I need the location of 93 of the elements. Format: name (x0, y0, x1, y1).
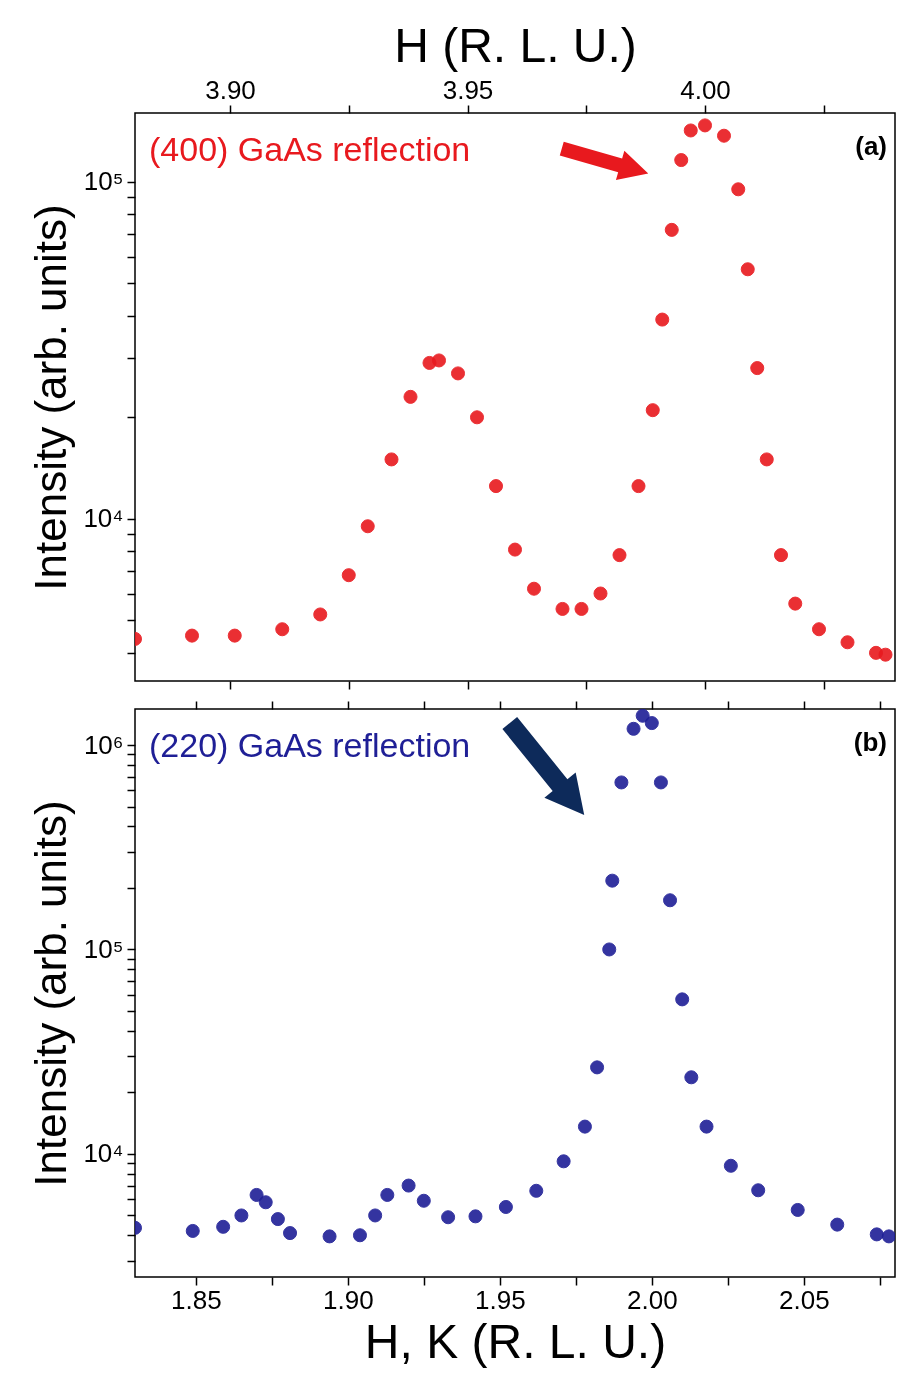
point (635, 709, 650, 723)
annotation: (a) (855, 131, 887, 161)
annotation: (400) GaAs reflection (149, 130, 471, 168)
point (740, 262, 755, 277)
point (614, 775, 629, 790)
point (468, 1209, 483, 1224)
point (683, 123, 698, 138)
point (697, 118, 713, 133)
y-tick-label: 10⁴ (83, 503, 124, 534)
point (507, 542, 523, 557)
point (605, 873, 620, 888)
point (368, 1208, 383, 1223)
point (773, 548, 789, 563)
point (526, 581, 542, 596)
point (612, 548, 627, 563)
point (574, 601, 589, 616)
point (360, 519, 375, 534)
point (790, 1202, 805, 1217)
point (380, 1187, 395, 1202)
point (234, 1208, 249, 1223)
point (878, 647, 893, 662)
point (664, 222, 679, 237)
point (716, 128, 732, 143)
point (249, 1187, 264, 1202)
point (750, 361, 765, 376)
point (275, 622, 290, 637)
point (869, 1227, 884, 1242)
point (759, 452, 774, 467)
point (283, 1226, 298, 1241)
point (751, 1183, 766, 1198)
point (684, 1070, 699, 1085)
point (416, 1193, 431, 1208)
point (644, 716, 659, 731)
point (498, 1199, 513, 1214)
point (663, 893, 678, 908)
point (723, 1158, 738, 1173)
point (441, 1210, 456, 1225)
point (184, 628, 200, 643)
x-axis-title: H (R. L. U.) (394, 18, 637, 72)
point (593, 586, 608, 601)
point (881, 1229, 895, 1244)
point (674, 153, 689, 168)
y-axis-title: Intensity (arb. units) (26, 204, 76, 591)
point (653, 775, 668, 790)
point (631, 479, 646, 494)
point (431, 353, 447, 368)
x-axis-title: H, K (R. L. U.) (364, 1314, 667, 1368)
point (840, 635, 855, 650)
x-tick-label: 3.90 (205, 74, 256, 105)
y-tick-label: 10⁴ (83, 1138, 124, 1169)
point (216, 1219, 231, 1234)
point (341, 568, 356, 583)
point (185, 1223, 200, 1238)
y-tick-label: 10⁵ (83, 166, 124, 197)
annotation: (220) GaAs reflection (149, 726, 471, 764)
point (626, 721, 641, 736)
point (270, 1212, 285, 1227)
point (322, 1229, 337, 1244)
x-tick-label: 1.90 (323, 1284, 374, 1315)
point (403, 389, 418, 404)
point (258, 1195, 273, 1210)
x-tick-label: 2.00 (627, 1284, 678, 1315)
point (602, 942, 617, 957)
point (731, 182, 746, 197)
x-tick-label: 2.05 (779, 1284, 830, 1315)
point (352, 1228, 367, 1243)
point (384, 452, 399, 467)
point (556, 1154, 571, 1169)
point (590, 1060, 605, 1075)
point (529, 1183, 544, 1198)
point (830, 1217, 845, 1232)
annotation: (b) (853, 727, 887, 757)
x-tick-label: 3.95 (442, 74, 494, 105)
point (555, 601, 570, 616)
point (469, 410, 485, 425)
y-tick-label: 10⁶ (83, 729, 124, 760)
x-tick-label: 1.95 (475, 1284, 526, 1315)
point (655, 312, 670, 327)
point (227, 628, 242, 643)
point (401, 1178, 416, 1193)
point (675, 992, 690, 1007)
point (645, 403, 660, 418)
x-tick-label: 4.00 (680, 74, 731, 105)
point (788, 596, 803, 611)
point (313, 607, 328, 622)
x-tick-label: 1.85 (171, 1284, 222, 1315)
y-axis-title: Intensity (arb. units) (26, 800, 76, 1187)
point (811, 622, 827, 637)
point (577, 1119, 592, 1134)
point (488, 479, 504, 494)
point (450, 366, 466, 381)
point (699, 1119, 714, 1134)
y-tick-label: 10⁵ (83, 933, 124, 964)
